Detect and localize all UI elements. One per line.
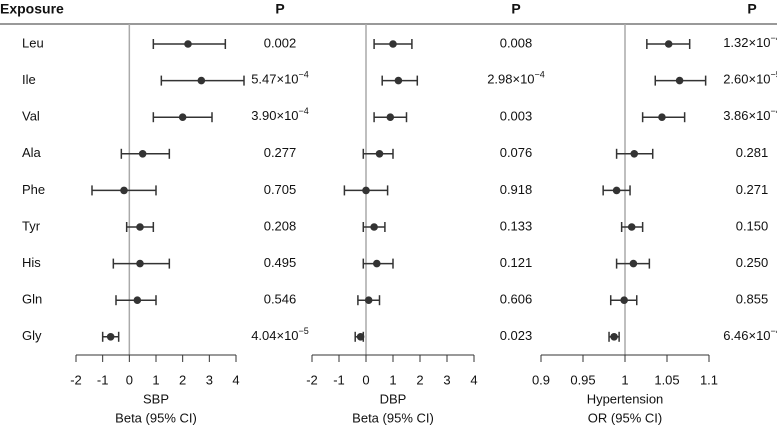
x-tick-label: 0	[362, 372, 369, 387]
x-tick-label: 3	[443, 372, 450, 387]
p-header: P	[275, 1, 284, 17]
x-tick-label: 1	[621, 372, 628, 387]
x-axis-label: SBP	[143, 391, 169, 406]
point-estimate	[364, 296, 373, 305]
point-estimate	[389, 40, 397, 48]
point-estimate	[370, 223, 378, 231]
category-label: Val	[22, 109, 40, 124]
x-axis-label: Beta (95% CI)	[352, 410, 434, 425]
category-label: Phe	[22, 182, 45, 197]
x-axis-label: OR (95% CI)	[588, 410, 662, 425]
p-value: 6.46×10−4	[723, 326, 777, 343]
category-label: Gln	[22, 292, 42, 307]
p-value: 0.003	[500, 109, 533, 124]
p-value: 0.208	[264, 218, 297, 233]
x-tick-label: 1.05	[654, 372, 679, 387]
category-label: Leu	[22, 35, 44, 50]
x-tick-label: 1	[389, 372, 396, 387]
point-estimate	[373, 259, 381, 268]
x-tick-label: -1	[333, 372, 345, 387]
p-value: 0.277	[264, 145, 297, 160]
p-value: 0.705	[264, 182, 297, 197]
x-tick-label: 3	[206, 372, 213, 387]
p-value: 0.271	[736, 182, 769, 197]
x-tick-label: 0.95	[570, 372, 595, 387]
point-estimate	[106, 333, 115, 341]
p-value: 0.250	[736, 255, 769, 270]
point-estimate	[664, 40, 673, 48]
p-value: 3.86×10−4	[723, 107, 777, 124]
point-estimate	[197, 76, 206, 85]
point-estimate	[120, 186, 128, 195]
p-value: 0.855	[736, 292, 769, 307]
p-header: P	[511, 1, 520, 17]
p-value: 5.47×10−4	[251, 70, 309, 87]
point-estimate	[627, 223, 636, 231]
p-value: 0.606	[500, 292, 533, 307]
x-tick-label: 2	[416, 372, 423, 387]
point-estimate	[610, 333, 618, 341]
point-estimate	[386, 113, 395, 121]
category-label: Gly	[22, 328, 42, 343]
p-header: P	[747, 1, 756, 17]
category-label: His	[22, 255, 41, 270]
p-value: 2.98×10−4	[487, 70, 545, 87]
p-value: 3.90×10−4	[251, 107, 309, 124]
point-estimate	[136, 223, 144, 231]
point-estimate	[362, 186, 370, 195]
x-tick-label: 4	[232, 372, 239, 387]
point-estimate	[133, 296, 142, 305]
x-tick-label: -1	[97, 372, 109, 387]
point-estimate	[184, 40, 192, 48]
p-value: 0.002	[264, 35, 297, 50]
x-tick-label: 0.9	[532, 372, 550, 387]
p-value: 0.281	[736, 145, 769, 160]
point-estimate	[375, 150, 384, 158]
x-tick-label: 1.1	[700, 372, 718, 387]
category-label: Ile	[22, 72, 36, 87]
p-value: 1.32×10−4	[723, 33, 777, 50]
point-estimate	[620, 296, 628, 305]
p-value: 0.546	[264, 292, 297, 307]
point-estimate	[612, 186, 621, 195]
x-axis-label: DBP	[380, 391, 407, 406]
p-value: 4.04×10−5	[251, 326, 309, 343]
point-estimate	[629, 259, 638, 268]
point-estimate	[394, 76, 403, 85]
point-estimate	[138, 150, 147, 158]
x-tick-label: 1	[152, 372, 159, 387]
x-tick-label: -2	[70, 372, 82, 387]
p-value: 2.60×10−5	[723, 70, 777, 87]
p-value: 0.023	[500, 328, 533, 343]
p-value: 0.150	[736, 218, 769, 233]
p-value: 0.133	[500, 218, 533, 233]
point-estimate	[630, 150, 639, 158]
row-header: Exposure	[0, 1, 64, 17]
point-estimate	[675, 76, 684, 85]
category-label: Ala	[22, 145, 42, 160]
point-estimate	[136, 259, 144, 268]
x-axis-label: Hypertension	[587, 391, 664, 406]
x-tick-label: -2	[306, 372, 318, 387]
p-value: 0.495	[264, 255, 297, 270]
p-value: 0.121	[500, 255, 533, 270]
point-estimate	[178, 113, 187, 121]
category-label: Tyr	[22, 218, 41, 233]
p-value: 0.008	[500, 35, 533, 50]
p-value: 0.076	[500, 145, 533, 160]
point-estimate	[356, 333, 365, 341]
p-value: 0.918	[500, 182, 533, 197]
point-estimate	[658, 113, 666, 121]
x-tick-label: 4	[470, 372, 477, 387]
x-tick-label: 2	[179, 372, 186, 387]
x-tick-label: 0	[126, 372, 133, 387]
x-axis-label: Beta (95% CI)	[115, 410, 197, 425]
